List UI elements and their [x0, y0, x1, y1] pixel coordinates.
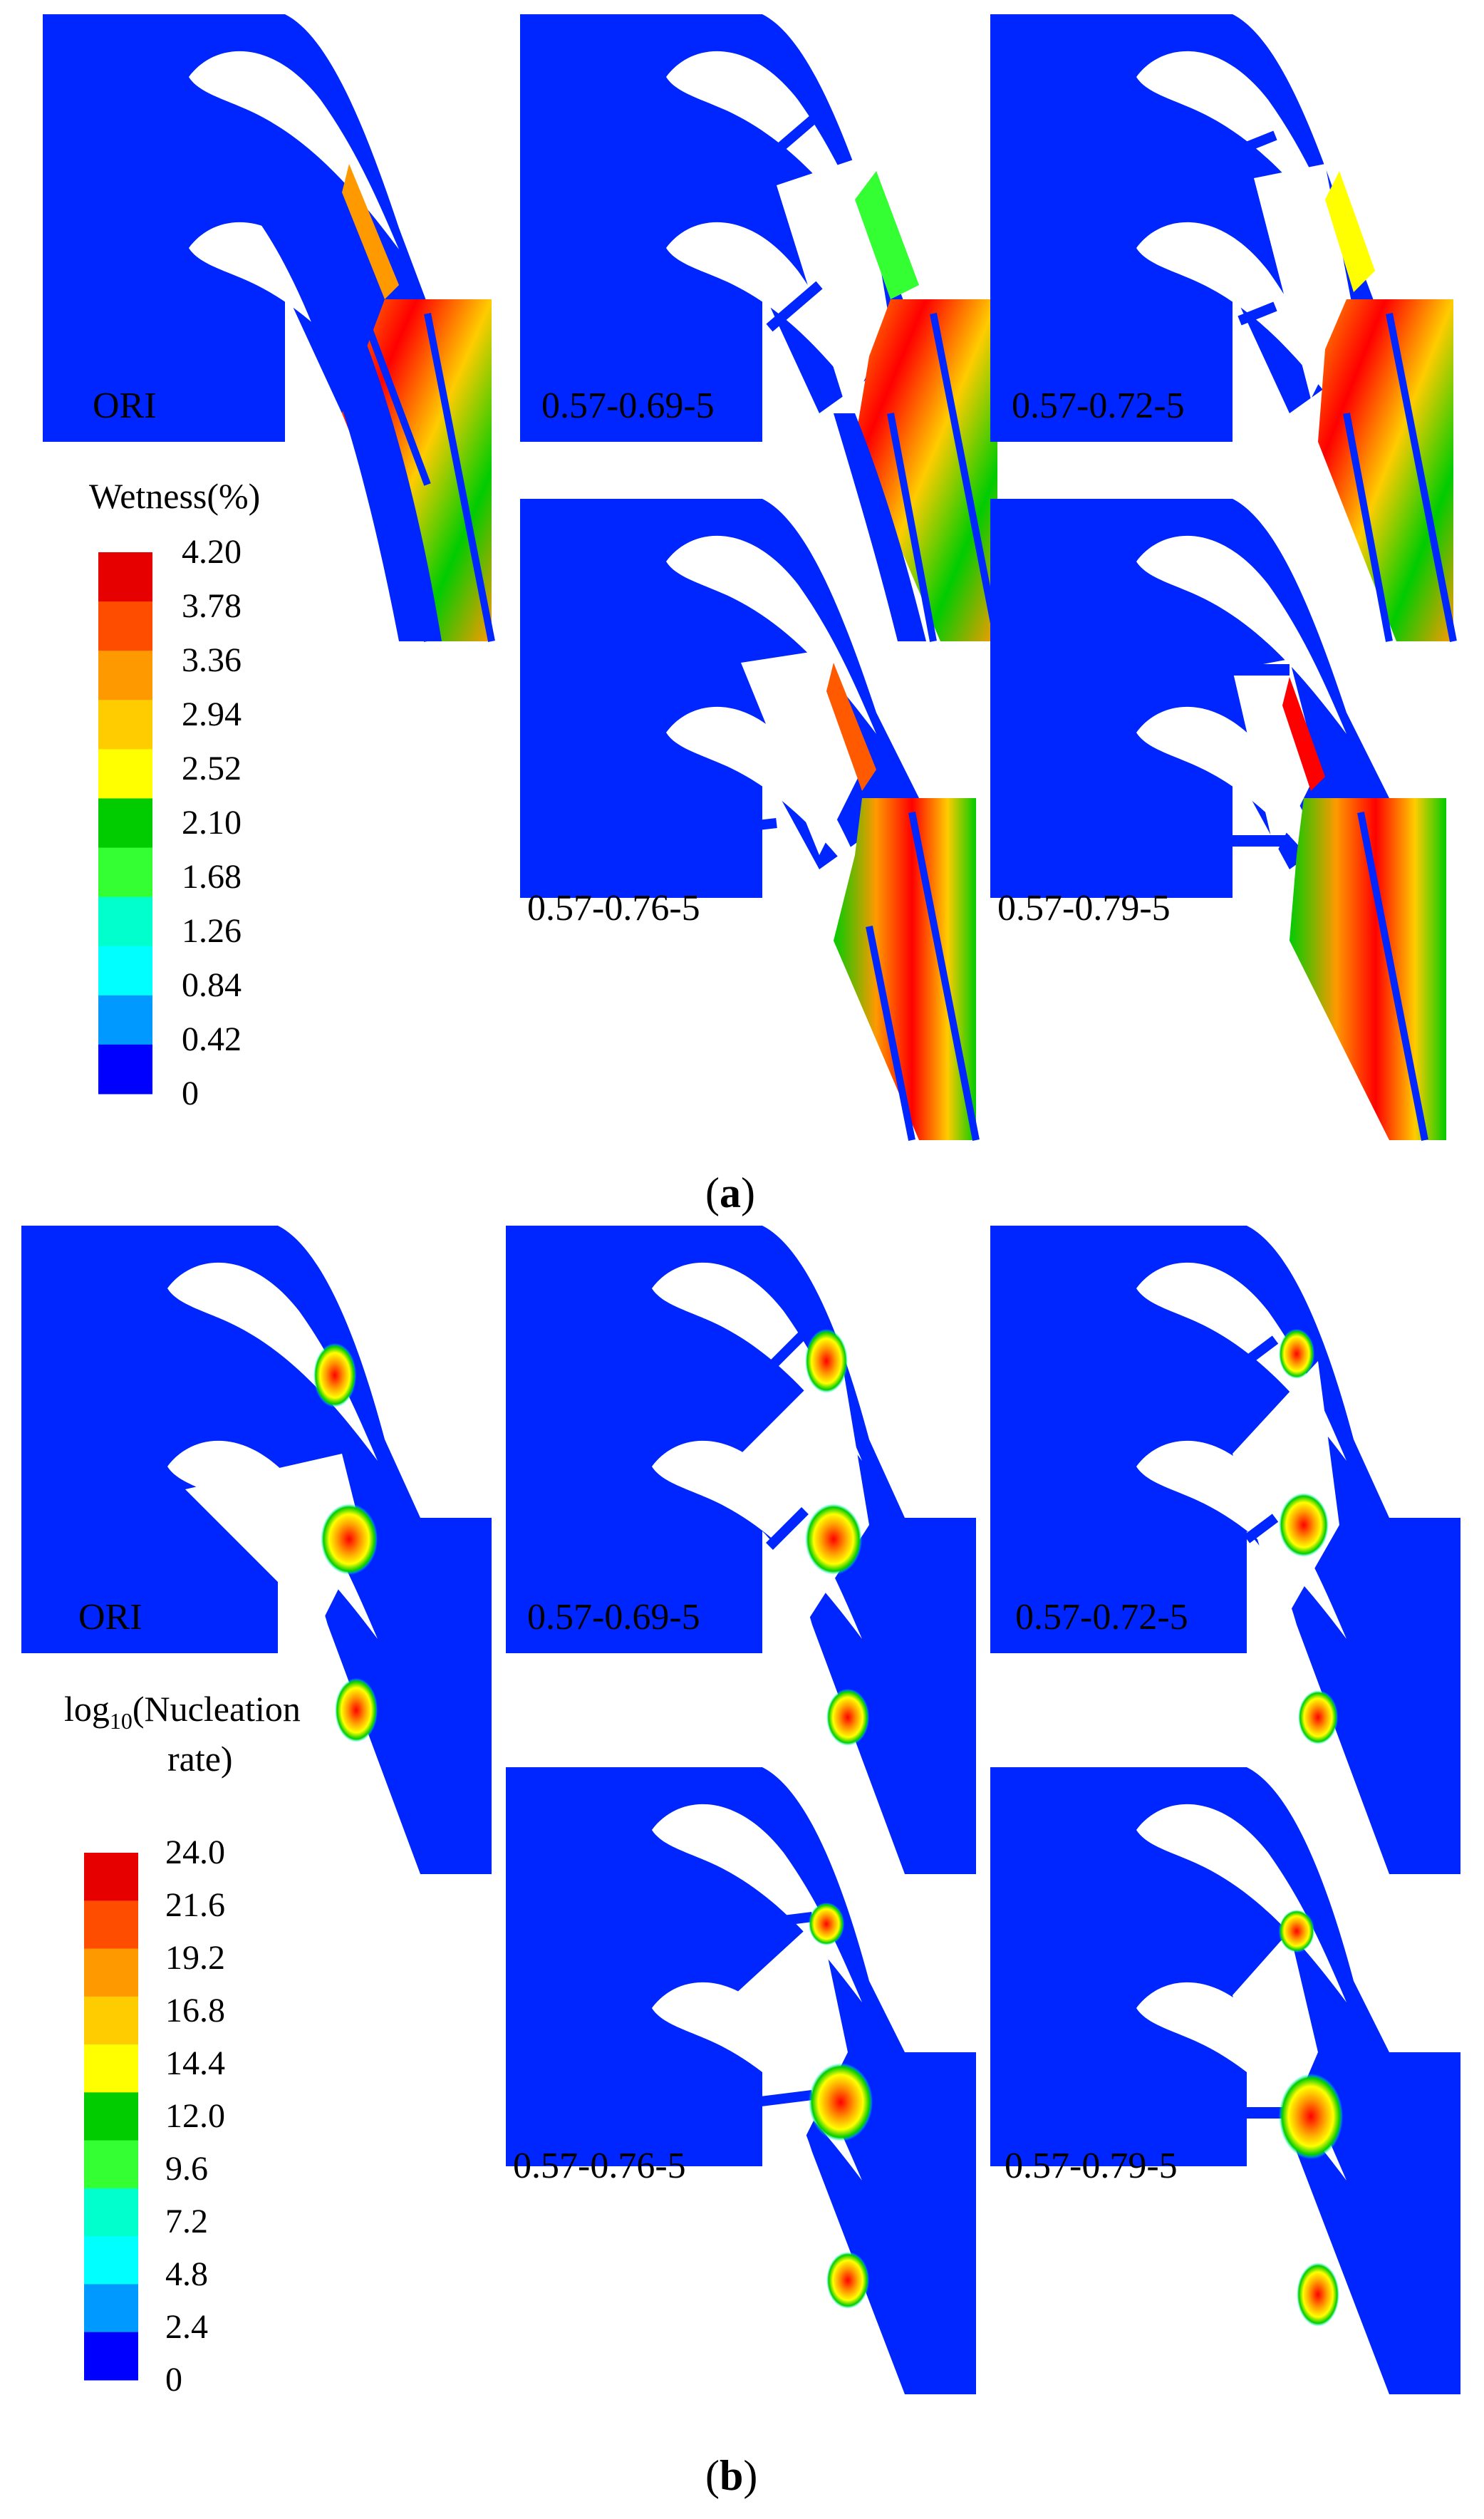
- wetness-legend-swatch: [98, 700, 152, 750]
- panel-a-case3-contour: [990, 14, 1457, 642]
- nucleation-legend-tick: 7.2: [165, 2203, 208, 2240]
- panel-a-ori-contour: [43, 14, 495, 642]
- wetness-legend-tick: 0.42: [182, 1020, 242, 1058]
- wetness-legend-tick: 2.52: [182, 750, 242, 787]
- wetness-legend-tick: 0: [182, 1075, 199, 1112]
- nucleation-legend-tick: 4.8: [165, 2255, 208, 2293]
- wetness-legend-title: Wetness(%): [89, 476, 261, 516]
- wetness-legend-swatch: [98, 749, 152, 799]
- case-label-b-case2: 0.57-0.69-5: [527, 1597, 700, 1638]
- nucleation-legend-tick: 16.8: [165, 1992, 225, 2029]
- wetness-legend-swatch: [98, 552, 152, 602]
- wetness-legend-swatch: [98, 651, 152, 700]
- nucleation-legend-tick: 0: [165, 2361, 182, 2399]
- wetness-legend-swatch: [98, 896, 152, 947]
- nucleation-legend-swatch: [84, 2332, 138, 2381]
- panel-a-label: (a): [705, 1169, 755, 1216]
- panel-a-case5-contour: [990, 499, 1446, 1141]
- nucleation-legend-swatch: [84, 2188, 138, 2237]
- nucleation-legend-tick: 14.4: [165, 2044, 225, 2082]
- panel-b-case3-contour: [990, 1226, 1460, 1874]
- nucleation-legend-swatch: [84, 1853, 138, 1901]
- panel-b-ori-contour: [21, 1226, 492, 1874]
- wetness-legend-tick: 1.68: [182, 858, 242, 896]
- wetness-legend-tick: 0.84: [182, 966, 242, 1004]
- nucleation-legend-swatch: [84, 1996, 138, 2045]
- nucleation-legend-tick: 2.4: [165, 2308, 208, 2346]
- nucleation-legend-title: log10(Nucleation: [64, 1689, 301, 1734]
- wetness-legend-tick: 1.26: [182, 912, 242, 950]
- case-label-a-case5: 0.57-0.79-5: [997, 888, 1171, 929]
- nucleation-legend-swatch: [84, 2236, 138, 2285]
- panel-a-case2-contour: [520, 14, 1001, 642]
- wetness-legend-tick: 2.94: [182, 695, 242, 733]
- wetness-legend-swatch: [98, 601, 152, 651]
- panel-b-case2-contour: [506, 1226, 976, 1874]
- case-label-b-case5: 0.57-0.79-5: [1005, 2146, 1178, 2186]
- nucleation-legend-tick: 9.6: [165, 2150, 208, 2188]
- nucleation-legend-tick: 21.6: [165, 1886, 225, 1924]
- panel-b-diagrams: [21, 1226, 1460, 2394]
- nucleation-legend-tick: 19.2: [165, 1939, 225, 1977]
- case-label-b-case4: 0.57-0.76-5: [513, 2146, 686, 2186]
- case-label-a-ori: ORI: [93, 386, 157, 426]
- nucleation-legend-bar: [84, 1853, 138, 2381]
- nucleation-legend-swatch: [84, 1900, 138, 1950]
- panel-b-label: (b): [705, 2452, 758, 2499]
- wetness-legend-swatch: [98, 946, 152, 996]
- nucleation-legend-swatch: [84, 2044, 138, 2093]
- panel-a-case4-contour: [520, 499, 980, 1141]
- case-label-a-case4: 0.57-0.76-5: [527, 888, 700, 929]
- case-label-a-case2: 0.57-0.69-5: [541, 386, 715, 426]
- case-label-b-ori: ORI: [78, 1597, 142, 1638]
- case-label-a-case3: 0.57-0.72-5: [1012, 386, 1185, 426]
- wetness-legend-swatch: [98, 798, 152, 849]
- wetness-legend-swatch: [98, 1044, 152, 1095]
- panel-b-case5-contour: [990, 1767, 1460, 2394]
- wetness-legend-swatch: [98, 847, 152, 898]
- nucleation-legend-swatch: [84, 2092, 138, 2141]
- wetness-legend-tick: 3.78: [182, 587, 242, 625]
- wetness-legend-tick: 3.36: [182, 641, 242, 679]
- panel-b-case4-contour: [506, 1767, 976, 2394]
- nucleation-legend-swatch: [84, 2284, 138, 2333]
- wetness-legend-tick: 2.10: [182, 804, 242, 842]
- nucleation-legend-tick: 12.0: [165, 2097, 225, 2135]
- panel-a-diagrams: [43, 14, 1457, 1141]
- wetness-legend-bar: [98, 552, 152, 1095]
- nucleation-legend-swatch: [84, 1948, 138, 1997]
- nucleation-legend-swatch: [84, 2140, 138, 2189]
- nucleation-legend-tick: 24.0: [165, 1833, 225, 1871]
- wetness-legend-tick: 4.20: [182, 533, 242, 571]
- nucleation-legend-title-line2: rate): [167, 1739, 233, 1779]
- case-label-b-case3: 0.57-0.72-5: [1015, 1597, 1188, 1638]
- wetness-legend-swatch: [98, 995, 152, 1045]
